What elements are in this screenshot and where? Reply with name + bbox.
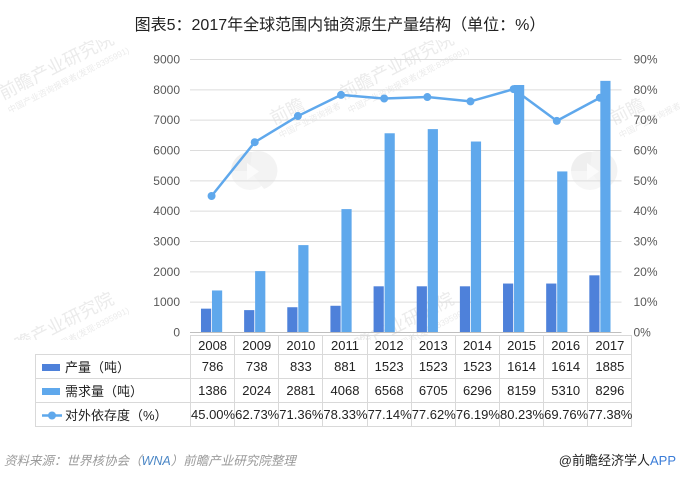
svg-text:60%: 60% — [634, 144, 658, 158]
svg-text:5000: 5000 — [153, 174, 180, 188]
svg-text:9000: 9000 — [153, 53, 180, 67]
svg-text:30%: 30% — [634, 235, 658, 249]
svg-text:4000: 4000 — [153, 204, 180, 218]
svg-text:80%: 80% — [634, 83, 658, 97]
svg-text:7000: 7000 — [153, 113, 180, 127]
svg-text:40%: 40% — [634, 204, 658, 218]
svg-text:0%: 0% — [634, 326, 652, 340]
svg-text:50%: 50% — [634, 174, 658, 188]
svg-text:3000: 3000 — [153, 235, 180, 249]
svg-text:2000: 2000 — [153, 265, 180, 279]
svg-text:20%: 20% — [634, 265, 658, 279]
svg-text:6000: 6000 — [153, 144, 180, 158]
svg-text:8000: 8000 — [153, 83, 180, 97]
svg-text:10%: 10% — [634, 295, 658, 309]
svg-text:1000: 1000 — [153, 295, 180, 309]
svg-text:70%: 70% — [634, 113, 658, 127]
svg-text:90%: 90% — [634, 53, 658, 67]
